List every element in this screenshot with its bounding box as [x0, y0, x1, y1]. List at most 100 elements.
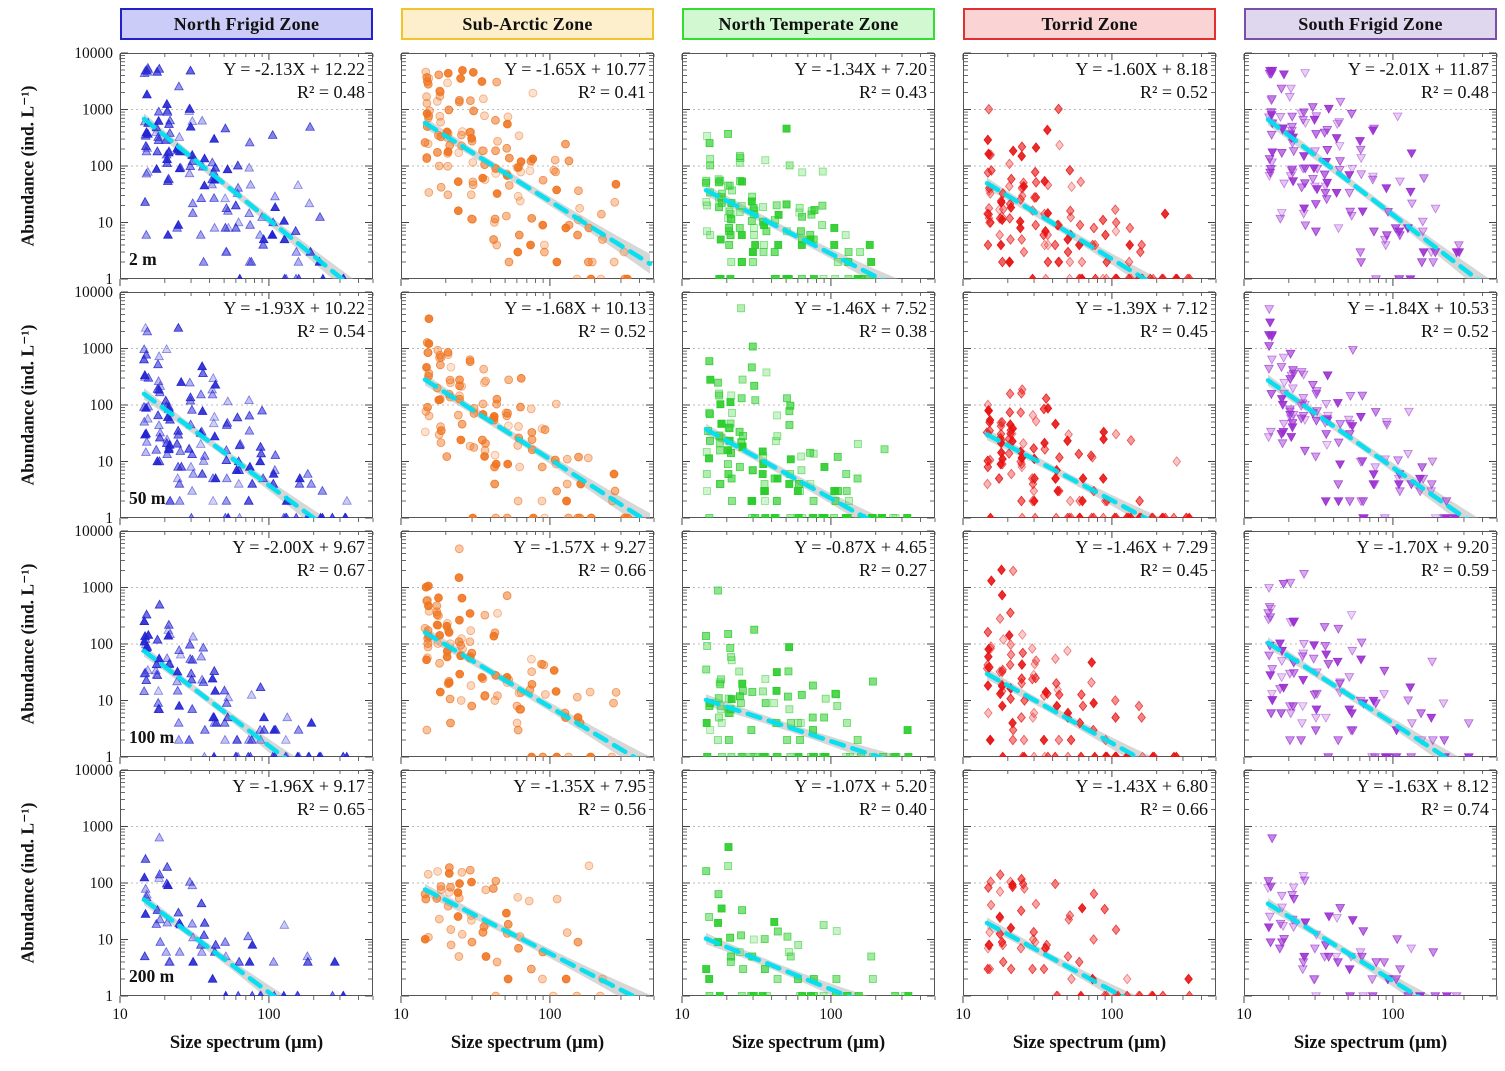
- zone-header-label: Sub-Arctic Zone: [462, 13, 593, 34]
- regression-equation: Y = -1.07X + 5.20: [794, 776, 927, 796]
- y-tick-label: 1: [105, 749, 113, 766]
- x-axis-title: Size spectrum (μm): [1012, 1033, 1167, 1053]
- regression-equation: Y = -1.43X + 6.80: [1075, 776, 1208, 796]
- regression-stats: Y = -1.93X + 10.22 R² = 0.54: [223, 297, 365, 344]
- x-tick-label: 100: [819, 1006, 843, 1023]
- plot-svg: [962, 52, 1217, 286]
- scatter-panel-torrid-0: Y = -1.60X + 8.18 R² = 0.52: [962, 52, 1217, 286]
- r-squared-value: R² = 0.52: [577, 321, 646, 342]
- x-tick-label: 10: [955, 1006, 971, 1023]
- y-tick-label: 1000: [82, 819, 113, 836]
- regression-equation: Y = -1.60X + 8.18: [1075, 59, 1208, 79]
- regression-stats: Y = -1.63X + 8.12 R² = 0.74: [1356, 775, 1489, 822]
- r-squared-value: R² = 0.65: [296, 799, 365, 820]
- x-tick-label: 10: [674, 1006, 690, 1023]
- scatter-panel-sub-arctic-2: Y = -1.57X + 9.27 R² = 0.66: [400, 530, 655, 764]
- r-squared-value: R² = 0.45: [1139, 321, 1208, 342]
- plot-svg: [681, 530, 936, 764]
- zone-header-north-temperate: North Temperate Zone: [682, 8, 935, 40]
- x-axis-title: Size spectrum (μm): [169, 1033, 324, 1053]
- regression-equation: Y = -1.46X + 7.29: [1075, 537, 1208, 557]
- r-squared-value: R² = 0.67: [296, 560, 365, 581]
- zone-header-label: South Frigid Zone: [1298, 13, 1443, 34]
- plot-svg: [681, 291, 936, 525]
- panel-grid: North Frigid Zone Sub-Arctic Zone North Te…: [2, 8, 1505, 1061]
- scatter-panel-north-temperate-1: Y = -1.46X + 7.52 R² = 0.38: [681, 291, 936, 525]
- r-squared-value: R² = 0.40: [858, 799, 927, 820]
- regression-stats: Y = -1.46X + 7.52 R² = 0.38: [794, 297, 927, 344]
- plot-svg: [400, 52, 655, 286]
- y-tick-label: 10000: [74, 523, 113, 540]
- x-axis-title: Size spectrum (μm): [1293, 1033, 1448, 1053]
- scatter-panel-south-frigid-3: 10 100 Y = -1.63X + 8.12 R² = 0.74: [1236, 769, 1498, 1023]
- scatter-panel-north-temperate-0: Y = -1.34X + 7.20 R² = 0.43: [681, 52, 936, 286]
- regression-stats: Y = -1.35X + 7.95 R² = 0.56: [513, 775, 646, 822]
- y-tick-label: 10000: [74, 45, 113, 62]
- scatter-panel-north-temperate-2: Y = -0.87X + 4.65 R² = 0.27: [681, 530, 936, 764]
- plot-svg: 10 100: [674, 769, 936, 1023]
- scatter-panel-south-frigid-1: Y = -1.84X + 10.53 R² = 0.52: [1243, 291, 1498, 525]
- y-axis-gutter: Abundance (ind. L⁻¹): [2, 770, 92, 996]
- regression-stats: Y = -2.00X + 9.67 R² = 0.67: [232, 536, 365, 583]
- regression-stats: Y = -1.96X + 9.17 R² = 0.65: [232, 775, 365, 822]
- depth-label: 200 m: [129, 966, 175, 986]
- plot-svg: 10000 1000 100 10 1: [74, 523, 374, 766]
- r-squared-value: R² = 0.45: [1139, 560, 1208, 581]
- scatter-panel-north-frigid-2: 10000 1000 100 10 1 Y = -2.00X + 9.67 R² = 0.6…: [74, 523, 374, 766]
- x-tick-label: 100: [538, 1006, 562, 1023]
- y-axis-title: Abundance (ind. L⁻¹): [17, 563, 38, 725]
- y-tick-label: 1: [105, 510, 113, 527]
- regression-equation: Y = -2.13X + 12.22: [223, 59, 365, 79]
- regression-stats: Y = -1.60X + 8.18 R² = 0.52: [1075, 58, 1208, 105]
- zone-header-label: North Temperate Zone: [718, 13, 899, 34]
- regression-equation: Y = -0.87X + 4.65: [794, 537, 927, 557]
- scatter-panel-sub-arctic-0: Y = -1.65X + 10.77 R² = 0.41: [400, 52, 655, 286]
- regression-equation: Y = -1.93X + 10.22: [223, 298, 365, 318]
- regression-equation: Y = -2.01X + 11.87: [1348, 59, 1489, 79]
- r-squared-value: R² = 0.74: [1420, 799, 1489, 820]
- header-gutter: [2, 8, 92, 40]
- plot-svg: [962, 530, 1217, 764]
- r-squared-value: R² = 0.52: [1420, 321, 1489, 342]
- y-tick-label: 1000: [82, 580, 113, 597]
- regression-equation: Y = -1.57X + 9.27: [513, 537, 646, 557]
- r-squared-value: R² = 0.38: [858, 321, 927, 342]
- regression-stats: Y = -1.39X + 7.12 R² = 0.45: [1075, 297, 1208, 344]
- scatter-panel-north-temperate-3: 10 100 Y = -1.07X + 5.20 R² = 0.40: [674, 769, 936, 1023]
- x-tick-label: 100: [257, 1006, 281, 1023]
- y-axis-title: Abundance (ind. L⁻¹): [17, 85, 38, 247]
- regression-stats: Y = -1.70X + 9.20 R² = 0.59: [1356, 536, 1489, 583]
- regression-equation: Y = -1.39X + 7.12: [1075, 298, 1208, 318]
- x-tick-label: 100: [1381, 1006, 1405, 1023]
- r-squared-value: R² = 0.66: [1139, 799, 1208, 820]
- zone-header-label: Torrid Zone: [1041, 13, 1138, 34]
- regression-equation: Y = -1.34X + 7.20: [794, 59, 927, 79]
- scatter-panel-torrid-1: Y = -1.39X + 7.12 R² = 0.45: [962, 291, 1217, 525]
- x-tick-label: 100: [1100, 1006, 1124, 1023]
- regression-stats: Y = -2.01X + 11.87 R² = 0.48: [1348, 58, 1489, 105]
- regression-equation: Y = -1.65X + 10.77: [504, 59, 646, 79]
- x-axis-title: Size spectrum (μm): [450, 1033, 605, 1053]
- y-tick-label: 1000: [82, 102, 113, 119]
- y-axis-title: Abundance (ind. L⁻¹): [17, 802, 38, 964]
- scatter-panel-north-frigid-1: 10000 1000 100 10 1 Y = -1.93X + 10.22 R² = 0.…: [74, 284, 374, 527]
- plot-svg: 10 100: [1236, 769, 1498, 1023]
- zone-header-south-frigid: South Frigid Zone: [1244, 8, 1497, 40]
- scatter-panel-torrid-3: 10 100 Y = -1.43X + 6.80 R² = 0.66: [955, 769, 1217, 1023]
- scatter-panel-sub-arctic-3: 10 100 Y = -1.35X + 7.95 R² = 0.56: [393, 769, 655, 1023]
- plot-svg: [400, 291, 655, 525]
- y-axis-title: Abundance (ind. L⁻¹): [17, 324, 38, 486]
- footer-gutter: [2, 1009, 92, 1061]
- y-tick-label: 10: [98, 693, 114, 710]
- scatter-panel-south-frigid-2: Y = -1.70X + 9.20 R² = 0.59: [1243, 530, 1498, 764]
- y-tick-label: 100: [90, 875, 114, 892]
- regression-stats: Y = -1.43X + 6.80 R² = 0.66: [1075, 775, 1208, 822]
- plot-svg: 10000 1000 100 10 1: [74, 45, 374, 288]
- plot-svg: [1243, 530, 1498, 764]
- y-axis-gutter: Abundance (ind. L⁻¹): [2, 53, 92, 279]
- regression-stats: Y = -2.13X + 12.22 R² = 0.48: [223, 58, 365, 105]
- scatter-panel-north-frigid-0: 10000 1000 100 10 1 Y = -2.13X + 12.22 R² = 0.…: [74, 45, 374, 288]
- y-tick-label: 1000: [82, 341, 113, 358]
